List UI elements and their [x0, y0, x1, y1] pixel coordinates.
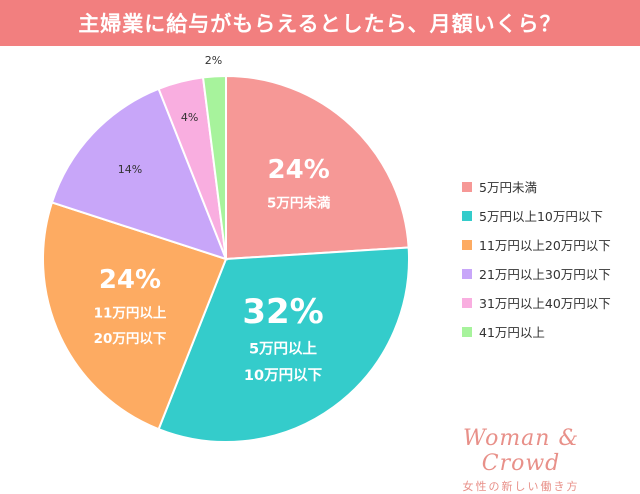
slice-percent-label: 2% [205, 54, 222, 67]
pie-slice [201, 74, 227, 260]
slice-percent-label: 32% [242, 292, 323, 332]
legend-item-2: 11万円以上20万円以下 [462, 230, 637, 259]
pie-slice [42, 201, 228, 431]
legend-swatch [462, 326, 472, 337]
slice-percent-label: 24% [99, 265, 161, 295]
legend-label: 41万円以上 [479, 325, 545, 340]
pie-chart: 24% 5万円未満 32% 5万円以上 10万円以下 24% 11万円以上 20万円以下 14%… [42, 54, 410, 443]
slice-category-label: 5万円以上 [249, 340, 318, 357]
legend-label: 5万円以上10万円以下 [479, 209, 603, 224]
legend-item-5: 41万円以上 [462, 317, 637, 346]
slice-category-label: 5万円未満 [267, 194, 331, 211]
legend-swatch [462, 239, 472, 250]
slice-category-label: 20万円以下 [94, 331, 167, 347]
legend-swatch [462, 297, 472, 308]
pie-slice [225, 74, 410, 261]
legend-item-4: 31万円以上40万円以下 [462, 288, 637, 317]
brand-tagline: 女性の新しい働き方 [462, 480, 580, 493]
legend-item-1: 5万円以上10万円以下 [462, 201, 637, 230]
slice-percent-label: 24% [268, 155, 330, 185]
slice-percent-label: 4% [181, 111, 198, 124]
slice-category-label: 11万円以上 [94, 305, 167, 321]
legend-item-3: 21万円以上30万円以下 [462, 259, 637, 288]
legend-label: 5万円未満 [479, 180, 537, 195]
pie-slice [50, 87, 228, 261]
legend-item-0: 5万円未満 [462, 172, 637, 201]
legend-swatch [462, 268, 472, 279]
legend-swatch [462, 210, 472, 221]
legend-label: 21万円以上30万円以下 [479, 267, 611, 282]
brand-wordmark: Woman & Crowd [462, 426, 580, 476]
slice-category-label: 10万円以下 [244, 367, 322, 384]
legend-label: 31万円以上40万円以下 [479, 296, 611, 311]
legend: 5万円未満 5万円以上10万円以下 11万円以上20万円以下 21万円以上30万… [462, 172, 637, 346]
pie-slice [157, 246, 410, 443]
legend-swatch [462, 181, 472, 192]
slice-percent-label: 14% [118, 163, 142, 176]
legend-label: 11万円以上20万円以下 [479, 238, 611, 253]
title-bar: 主婦業に給与がもらえるとしたら、月額いくら？ [0, 0, 640, 46]
page-title: 主婦業に給与がもらえるとしたら、月額いくら？ [78, 12, 562, 36]
